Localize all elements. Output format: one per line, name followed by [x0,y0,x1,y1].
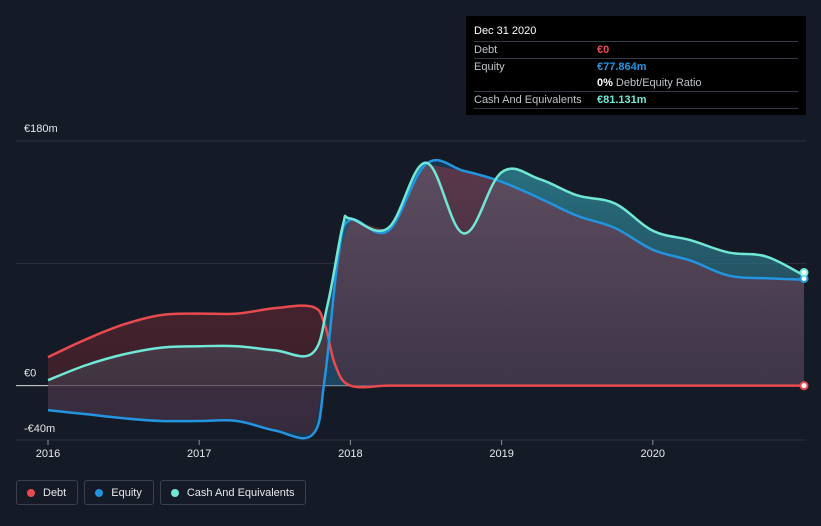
debt-end-marker [799,381,809,391]
cash-end-marker [799,268,809,278]
debt-area [48,164,804,435]
tooltip-equity-row: Equity €77.864m [474,59,798,75]
series-areas [48,160,804,439]
legend: Debt Equity Cash And Equivalents [16,480,307,507]
y-axis: €180m €0 -€40m [24,123,58,435]
x-tick-label: 2016 [36,448,60,460]
cash-line [47,161,805,382]
debt-dot-icon [27,488,35,497]
tooltip-equity-value: €77.864m [597,61,647,73]
tooltip-debt-value: €0 [597,44,610,56]
tooltip-ratio-row: 0% Debt/Equity Ratio [474,75,798,92]
end-markers [799,268,809,391]
y-tick-label: -€40m [24,423,55,435]
equity-line [47,158,805,440]
legend-equity-label: Equity [111,486,142,499]
equity-dot-icon [95,488,104,497]
tooltip-cash-label: Cash And Equivalents [474,94,582,106]
tooltip-cash-value: €81.131m [597,94,647,106]
debt-line [47,304,804,389]
y-tick-label: €0 [24,368,36,380]
tooltip-date: Dec 31 2020 [474,23,798,42]
legend-debt-label: Debt [43,486,67,499]
tooltip-debt-row: Debt €0 [474,42,798,59]
tooltip-equity-label: Equity [474,61,505,73]
legend-cash-label: Cash And Equivalents [186,486,295,499]
legend-debt-button[interactable]: Debt [16,480,79,505]
x-tick-label: 2018 [338,448,362,460]
y-tick-label: €180m [24,123,58,135]
x-tick-label: 2020 [641,448,665,460]
tooltip-ratio-value: 0% [597,77,613,89]
tooltip-panel: Dec 31 2020 Debt €0 Equity €77.864m 0% D… [466,16,806,115]
series-lines [47,158,805,440]
legend-equity-button[interactable]: Equity [84,480,154,505]
tooltip-ratio-label: Debt/Equity Ratio [615,77,702,89]
x-axis: 2016 2017 2018 2019 2020 [36,440,665,460]
x-tick-label: 2019 [489,448,513,460]
legend-cash-button[interactable]: Cash And Equivalents [159,480,307,505]
x-tick-label: 2017 [187,448,211,460]
tooltip-cash-row: Cash And Equivalents €81.131m [474,92,798,109]
tooltip-debt-label: Debt [474,44,498,56]
cash-dot-icon [170,488,179,497]
